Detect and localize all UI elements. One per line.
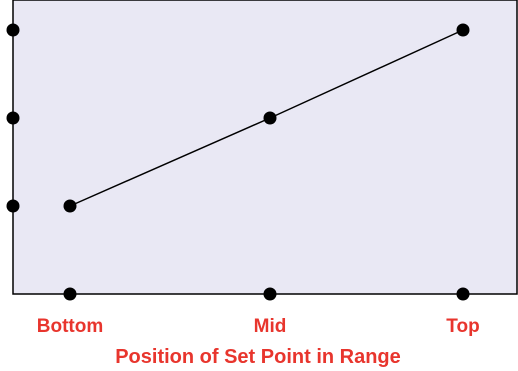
- data-point-bottom: [63, 199, 77, 213]
- series-layer: [63, 23, 470, 213]
- x-tick-mark-3: [456, 287, 470, 301]
- data-point-mid: [263, 111, 277, 125]
- x-tick-label-mid: Mid: [254, 316, 287, 337]
- x-axis-title: Position of Set Point in Range: [115, 346, 401, 368]
- y-tick-mark-3: [6, 23, 20, 37]
- x-tick-mark-2: [263, 287, 277, 301]
- y-tick-mark-2: [6, 111, 20, 125]
- plot-area: [12, 0, 518, 295]
- y-axis-ticks: [6, 23, 20, 213]
- x-tick-mark-1: [63, 287, 77, 301]
- x-axis-ticks: [63, 287, 470, 301]
- x-tick-label-top: Top: [446, 316, 479, 337]
- x-tick-label-bottom: Bottom: [37, 316, 103, 337]
- data-point-top: [456, 23, 470, 37]
- x-axis-tick-labels: Bottom Mid Top: [37, 316, 480, 337]
- y-tick-mark-1: [6, 199, 20, 213]
